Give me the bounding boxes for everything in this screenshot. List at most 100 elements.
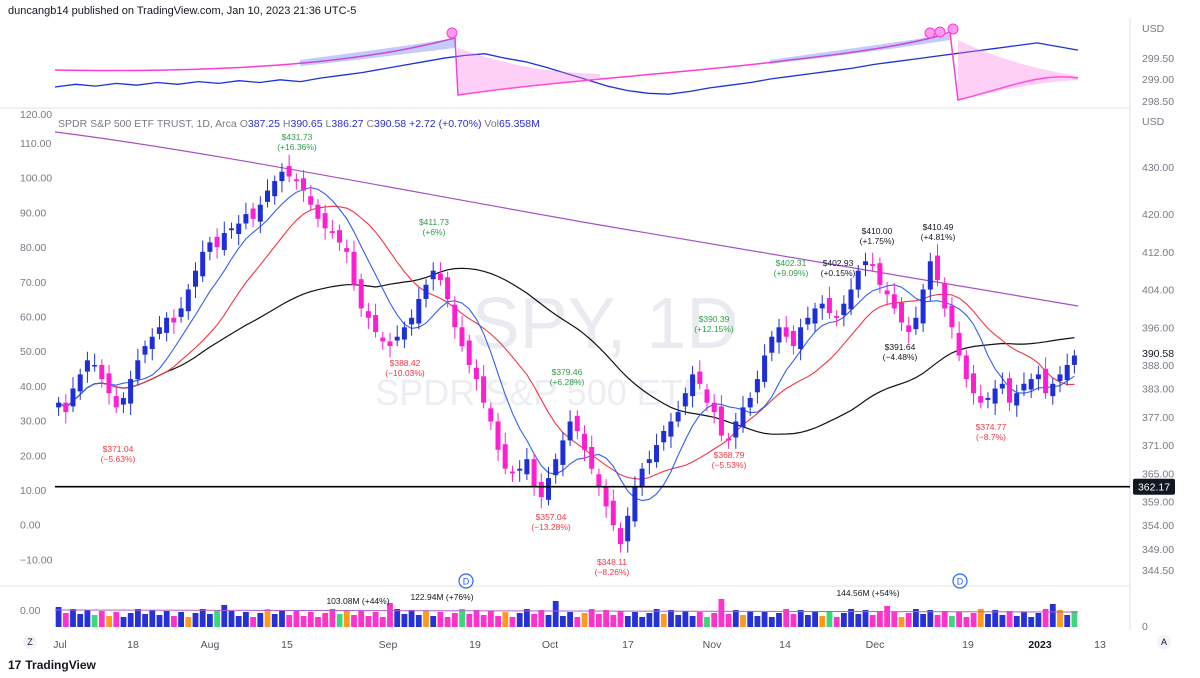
candle-body bbox=[178, 308, 184, 317]
right-axis-tick: 396.00 bbox=[1142, 322, 1174, 334]
zoom-reset-button[interactable]: Z bbox=[23, 635, 37, 649]
candle-body bbox=[567, 421, 573, 441]
volume-bar bbox=[826, 612, 833, 627]
volume-bar bbox=[617, 611, 624, 627]
candle-body bbox=[315, 204, 321, 219]
candle-body bbox=[92, 365, 98, 367]
volume-bar bbox=[1021, 612, 1027, 627]
volume-bar bbox=[379, 617, 386, 627]
top-axis-tick: 299.00 bbox=[1142, 74, 1174, 86]
top-axis-unit: USD bbox=[1142, 23, 1165, 35]
volume-bar bbox=[884, 606, 890, 627]
volume-bar bbox=[1049, 604, 1056, 627]
candle-body bbox=[351, 251, 357, 285]
candle-body bbox=[193, 270, 198, 287]
volume-bar bbox=[819, 616, 826, 627]
volume-bar bbox=[624, 616, 631, 627]
volume-annotation: 122.94M (+76%) bbox=[410, 592, 473, 602]
volume-bar bbox=[322, 613, 329, 627]
candle-body bbox=[70, 388, 76, 407]
candle-body bbox=[949, 305, 955, 328]
volume-bar bbox=[135, 609, 141, 627]
volume-bar bbox=[423, 611, 429, 627]
volume-bar bbox=[567, 612, 573, 627]
left-axis-tick: 120.00 bbox=[20, 109, 52, 121]
volume-bar bbox=[178, 612, 184, 627]
volume-bar bbox=[351, 615, 357, 627]
right-axis-tick: 349.00 bbox=[1142, 544, 1174, 556]
volume-bar bbox=[927, 610, 934, 627]
volume-bar bbox=[62, 613, 69, 627]
candle-body bbox=[301, 178, 306, 191]
volume-annotation: 103.08M (+44%) bbox=[326, 596, 389, 606]
right-axis-tick: 412.00 bbox=[1142, 247, 1174, 259]
volume-bar bbox=[98, 611, 105, 627]
legend-volume: 65.358M bbox=[499, 118, 540, 130]
volume-bar bbox=[732, 610, 739, 627]
left-axis-tick: 60.00 bbox=[20, 312, 46, 324]
price-annotation-pct: (−5.63%) bbox=[101, 454, 136, 464]
volume-bar bbox=[754, 616, 761, 627]
symbol-legend: SPDR S&P 500 ETF TRUST, 1D, Arca O387.25… bbox=[58, 118, 540, 130]
chart-canvas[interactable]: SPY, 1D SPDR S&P 500 ETF 103.08M (+44%) 1… bbox=[0, 18, 1200, 658]
price-annotation-value: $368.79 bbox=[714, 450, 745, 460]
volume-bar bbox=[1013, 616, 1020, 627]
candle-body bbox=[971, 373, 976, 394]
candle-body bbox=[1021, 383, 1027, 391]
candle-body bbox=[877, 263, 883, 285]
candle-body bbox=[394, 336, 400, 341]
x-tick-label: 13 bbox=[1094, 639, 1106, 651]
volume-bar bbox=[898, 617, 905, 627]
dividend-marker bbox=[458, 573, 474, 589]
candle-body bbox=[84, 360, 90, 372]
volume-bar bbox=[790, 614, 797, 627]
volume-bar bbox=[106, 616, 112, 627]
candle-body bbox=[603, 487, 609, 507]
price-annotation-value: $391.64 bbox=[885, 342, 916, 352]
volume-bar bbox=[725, 614, 732, 627]
candle-body bbox=[963, 355, 969, 380]
legend-l-label: L bbox=[325, 118, 332, 130]
price-annotation-pct: (+6.28%) bbox=[550, 377, 585, 387]
price-annotation-pct: (+4.81%) bbox=[921, 232, 956, 242]
volume-bar bbox=[127, 613, 134, 627]
volume-bar bbox=[855, 614, 862, 627]
volume-bar bbox=[77, 614, 84, 627]
x-tick-label: 15 bbox=[281, 639, 293, 651]
legend-close: 390.58 bbox=[374, 118, 407, 130]
candle-body bbox=[200, 251, 206, 277]
candle-body bbox=[783, 327, 789, 337]
right-axis-tick: 383.00 bbox=[1142, 384, 1174, 396]
volume-bar bbox=[531, 614, 537, 627]
candle-body bbox=[113, 396, 119, 408]
volume-bar bbox=[279, 610, 285, 627]
sma-200-line bbox=[54, 131, 1079, 307]
top-indicator-marker bbox=[446, 27, 458, 39]
volume-bar bbox=[869, 615, 876, 627]
candle-body bbox=[625, 515, 631, 542]
candle-body bbox=[999, 383, 1005, 389]
left-axis-tick: 110.00 bbox=[20, 138, 51, 150]
candle-body bbox=[77, 374, 83, 392]
volume-bar bbox=[243, 612, 249, 627]
left-axis-tick: 10.00 bbox=[20, 485, 46, 497]
volume-sma-line bbox=[54, 609, 1079, 613]
volume-bar bbox=[783, 609, 790, 627]
auto-scale-button[interactable]: A bbox=[1157, 635, 1171, 649]
candle-body bbox=[899, 302, 904, 323]
volume-bar bbox=[934, 615, 941, 627]
volume-bar bbox=[985, 614, 991, 627]
price-annotation-value: $371.04 bbox=[103, 444, 134, 454]
candle-body bbox=[257, 204, 263, 222]
candle-body bbox=[776, 327, 782, 343]
volume-bar bbox=[675, 615, 682, 627]
volume-bar bbox=[315, 617, 321, 627]
candle-body bbox=[740, 407, 746, 428]
legend-title: SPDR S&P 500 ETF TRUST, 1D, Arca bbox=[58, 118, 237, 130]
candle-body bbox=[639, 468, 645, 488]
price-annotation-value: $357.04 bbox=[536, 512, 567, 522]
tradingview-logo[interactable]: 17 TradingView bbox=[8, 658, 96, 672]
x-tick-label: 18 bbox=[127, 639, 139, 651]
right-axis-tick: 344.50 bbox=[1142, 565, 1174, 577]
candle-body bbox=[1050, 383, 1056, 397]
